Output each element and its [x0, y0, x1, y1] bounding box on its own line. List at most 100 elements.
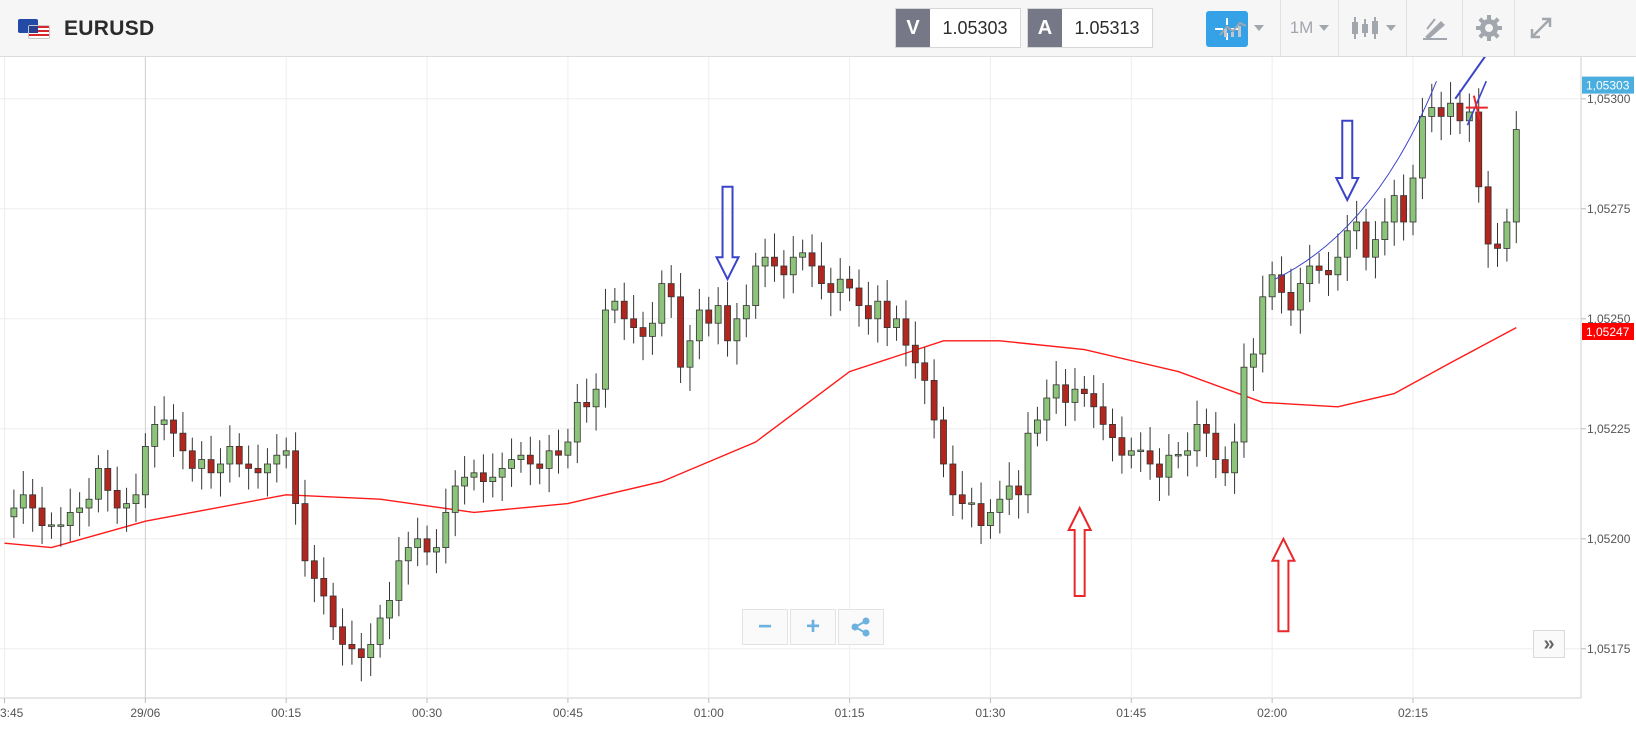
symbol-name: EURUSD	[64, 17, 155, 40]
y-tick-label: 1,05175	[1587, 642, 1631, 656]
candle	[677, 273, 684, 384]
x-tick-label: 01:45	[1116, 706, 1146, 720]
candle	[836, 258, 844, 311]
candle	[198, 441, 206, 490]
candle	[602, 288, 609, 408]
chart-toolbar: EURUSD V 1.05303 A 1.05313 1M	[0, 0, 1636, 57]
candle	[1287, 268, 1295, 326]
candle	[1381, 198, 1389, 256]
candle	[461, 456, 469, 505]
settings-button[interactable]	[1462, 0, 1514, 56]
candle	[1456, 90, 1464, 134]
candle	[76, 492, 84, 537]
candle	[1080, 376, 1088, 407]
pen-stroke-annotation	[1454, 57, 1486, 100]
drawing-tool-icon	[1422, 18, 1447, 40]
candle	[254, 444, 262, 489]
zoom-in-button[interactable]: +	[790, 609, 836, 645]
candle	[846, 266, 853, 302]
candle	[1212, 412, 1220, 479]
candle	[1071, 368, 1079, 421]
candle	[714, 287, 722, 345]
cross-mark-annotation	[1472, 95, 1481, 120]
indicator-button[interactable]	[1202, 0, 1280, 56]
candle	[141, 433, 149, 508]
share-icon	[851, 617, 870, 637]
candle	[1296, 267, 1304, 334]
candle	[489, 453, 497, 498]
candle	[29, 478, 37, 532]
candle	[235, 433, 243, 478]
candle	[1437, 91, 1445, 141]
candle	[1315, 252, 1323, 284]
candle	[188, 437, 196, 482]
candle	[339, 608, 346, 666]
candlestick-chart[interactable]: 3:45 29/06 00:15 00:30 00:45 01:00 01:15 01:30 0…	[0, 57, 1636, 733]
candle	[771, 233, 778, 282]
candle	[827, 267, 835, 317]
candle	[386, 581, 393, 640]
ask-value: 1.05313	[1074, 17, 1140, 38]
candle	[226, 425, 234, 483]
x-tick-label: 3:45	[0, 706, 24, 720]
symbol-selector[interactable]: EURUSD	[18, 14, 154, 44]
candle	[479, 454, 487, 503]
candle	[57, 507, 65, 547]
candle	[160, 396, 168, 441]
candle	[752, 252, 760, 319]
candle	[264, 448, 271, 497]
candle	[442, 488, 450, 564]
candle	[818, 242, 825, 300]
x-tick-label: 01:15	[835, 706, 865, 720]
candle	[705, 296, 713, 337]
candle	[292, 432, 299, 525]
candle	[1484, 170, 1492, 268]
candle	[1221, 446, 1229, 486]
timeframe-selector[interactable]: 1M	[1280, 0, 1338, 56]
drawing-tools-button[interactable]	[1406, 0, 1462, 56]
fullscreen-icon	[1530, 17, 1551, 39]
moving-average-line	[4, 326, 1517, 549]
candle	[282, 437, 290, 469]
share-button[interactable]	[838, 609, 884, 645]
bid-quote[interactable]: V 1.05303	[895, 8, 1021, 48]
candle	[1156, 448, 1163, 501]
ask-tag: A	[1028, 9, 1062, 47]
scroll-latest-button[interactable]: »	[1533, 630, 1565, 658]
fullscreen-button[interactable]	[1514, 0, 1566, 56]
x-tick-label: 00:15	[271, 706, 301, 720]
double-chevron-right-icon: »	[1543, 632, 1555, 655]
candle	[1203, 408, 1210, 457]
candle	[864, 281, 872, 335]
candle	[245, 445, 253, 490]
y-tick-label: 1,05275	[1587, 202, 1631, 216]
candle	[780, 250, 788, 299]
candle	[1278, 256, 1285, 314]
candle	[217, 448, 224, 497]
candle	[38, 486, 46, 545]
y-tick-label: 1,05300	[1587, 92, 1631, 106]
candle	[85, 478, 93, 527]
candle	[1390, 179, 1398, 246]
indicator-icon	[1219, 21, 1247, 37]
candle	[1052, 361, 1060, 414]
candle	[348, 620, 356, 665]
candle	[395, 537, 403, 617]
candle	[310, 544, 318, 603]
candle	[883, 280, 891, 347]
gear-icon	[1475, 15, 1502, 41]
candle	[1015, 470, 1023, 519]
candle	[564, 428, 572, 469]
candle	[526, 436, 534, 486]
candle	[1062, 368, 1069, 427]
candle	[1249, 338, 1257, 391]
zoom-out-button[interactable]: −	[742, 609, 788, 645]
chart-type-selector[interactable]	[1338, 0, 1406, 56]
price-tag: 1,05303	[1582, 76, 1634, 94]
candle	[667, 265, 675, 318]
down-arrow-annotation	[714, 185, 741, 282]
ask-quote[interactable]: A 1.05313	[1027, 8, 1153, 48]
x-tick-label: 29/06	[130, 706, 160, 720]
candle	[789, 236, 797, 294]
